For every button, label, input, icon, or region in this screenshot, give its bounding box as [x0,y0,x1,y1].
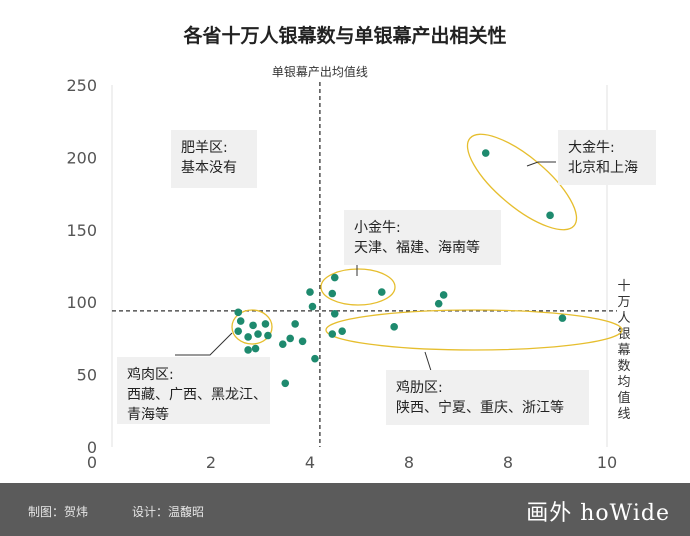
y-tick-label: 0 [87,438,97,457]
annotation-text: 鸡肉区: [127,366,174,383]
mean-screens-label: 十万人银幕数均值线 [617,279,630,422]
data-point [234,308,243,317]
credit-chart: 制图：贺炜 [28,505,89,519]
y-tick-label: 50 [77,366,97,385]
data-point [308,302,317,311]
scatter-chart: 各省十万人银幕数与单银幕产出相关性 0 50 100 150 200 250 0 2 4 8 8 10 单… [66,24,656,472]
annotation-text: 肥羊区: [181,140,228,156]
annotation-box [117,357,270,424]
x-tick-label: 10 [597,453,617,472]
data-point [244,346,252,354]
annotation-text: 西藏、广西、黑龙江、 [127,387,267,403]
data-point [286,334,295,343]
data-point [481,149,490,157]
data-point [251,344,260,353]
data-point [306,288,314,296]
data-point [311,354,319,363]
y-tick-label: 250 [66,76,97,95]
leader-line [175,332,233,356]
data-point [439,291,448,299]
group-ellipse [231,309,273,345]
mean-output-label: 单银幕产出均值线 [272,64,368,79]
group-ellipse [325,309,623,351]
data-point [264,331,272,340]
data-point [390,323,398,331]
y-tick-label: 200 [66,148,97,167]
annotation-text: 基本没有 [181,159,237,176]
x-tick-label: 2 [206,453,216,472]
brand-logo: 画外 hoWide [526,501,670,526]
data-point [377,288,386,296]
data-point [328,289,337,298]
annotation-box [386,370,589,425]
annotation-text: 北京和上海 [568,160,638,176]
data-point [291,320,299,328]
data-point [330,309,339,318]
annotation-box [344,210,501,265]
data-point [261,320,270,328]
leader-line [526,161,556,167]
annotation-text: 大金牛: [568,140,615,156]
x-tick-label: 0 [87,453,97,472]
data-point [338,327,346,335]
y-tick-label: 150 [66,221,97,240]
data-point [281,379,290,388]
annotation-text: 鸡肋区: [396,379,443,396]
annotation-text: 青海等 [127,406,169,423]
footer-bar: 制图：贺炜 设计：温馥昭 画外 hoWide [0,483,690,536]
x-tick-label: 4 [305,453,315,472]
annotation-text: 天津、福建、海南等 [354,239,480,256]
group-ellipse [466,133,578,231]
data-point [244,333,252,341]
data-point [254,330,262,338]
data-point [249,321,257,330]
data-point [434,299,443,308]
data-point [236,317,245,325]
annotation-box [558,130,656,185]
annotation-box [171,130,257,188]
y-tick-label: 100 [66,293,97,312]
data-point [330,273,339,282]
data-point [278,340,287,348]
chart-title: 各省十万人银幕数与单银幕产出相关性 [182,24,506,47]
data-point [328,330,337,338]
x-tick-label: 8 [404,453,414,472]
x-tick-label: 8 [503,453,513,472]
annotation-text: 小金牛: [354,220,401,236]
data-point [546,211,554,220]
annotation-text: 陕西、宁夏、重庆、浙江等 [396,399,564,416]
data-point [234,327,243,335]
data-point [558,314,567,322]
credit-design: 设计：温馥昭 [132,505,205,519]
data-point [298,337,307,346]
group-ellipse [320,268,396,306]
